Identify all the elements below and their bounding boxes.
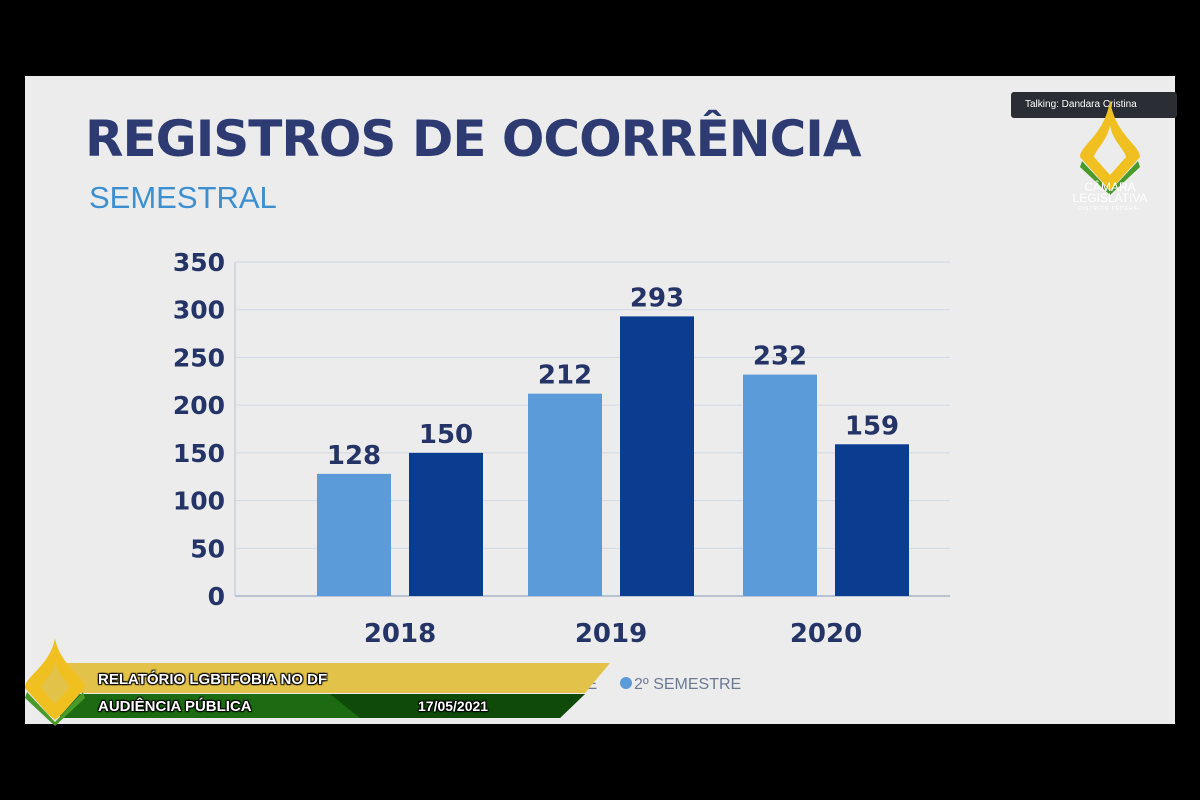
banner-title: RELATÓRIO LGBTFOBIA NO DF <box>98 671 328 688</box>
logo-line1: CÂMARA <box>1084 180 1136 194</box>
y-tick-label: 350 <box>173 248 225 277</box>
legend-marker-2 <box>620 677 632 689</box>
data-label: 128 <box>327 441 381 471</box>
talking-indicator: Talking: Dandara Cristina <box>1011 92 1177 118</box>
y-tick-label: 0 <box>208 582 225 611</box>
y-tick-label: 250 <box>173 343 225 372</box>
logo-line3: DISTRITO FEDERAL <box>1078 206 1142 212</box>
logo-line2: LEGISLATIVA <box>1072 191 1148 205</box>
legend-label-2: 2º SEMESTRE <box>634 676 741 693</box>
chart-subtitle: SEMESTRAL <box>89 180 277 215</box>
camara-logo-text: CÂMARA LEGISLATIVA DISTRITO FEDERAL <box>1062 180 1158 215</box>
banner-subtitle: AUDIÊNCIA PÚBLICA <box>98 698 252 715</box>
y-tick-label: 100 <box>173 487 225 516</box>
bar-2019-s2 <box>620 316 694 596</box>
x-tick-label: 2018 <box>364 619 436 649</box>
bar-2020-s1 <box>743 374 817 596</box>
y-tick-label: 200 <box>173 391 225 420</box>
y-tick-label: 150 <box>173 439 225 468</box>
data-label: 159 <box>845 411 899 441</box>
lower-third-banner <box>25 638 610 726</box>
slide: REGISTROS DE OCORRÊNCIA SEMESTRAL <box>25 76 1175 724</box>
camara-logo-icon <box>1080 100 1140 195</box>
x-tick-label: 2020 <box>790 619 862 649</box>
bar-2020-s2 <box>835 444 909 596</box>
x-tick-label: 2019 <box>575 619 647 649</box>
data-label: 212 <box>538 361 592 391</box>
data-label: 293 <box>630 283 684 313</box>
chart-title: REGISTROS DE OCORRÊNCIA <box>85 110 862 168</box>
bar-2018-s1 <box>317 473 391 596</box>
data-label: 232 <box>753 342 807 372</box>
banner-date: 17/05/2021 <box>418 698 489 714</box>
y-tick-label: 50 <box>190 534 225 563</box>
y-tick-label: 300 <box>173 296 225 325</box>
bar-2019-s1 <box>528 393 602 596</box>
data-label: 150 <box>419 420 473 450</box>
bar-2018-s2 <box>409 452 483 596</box>
